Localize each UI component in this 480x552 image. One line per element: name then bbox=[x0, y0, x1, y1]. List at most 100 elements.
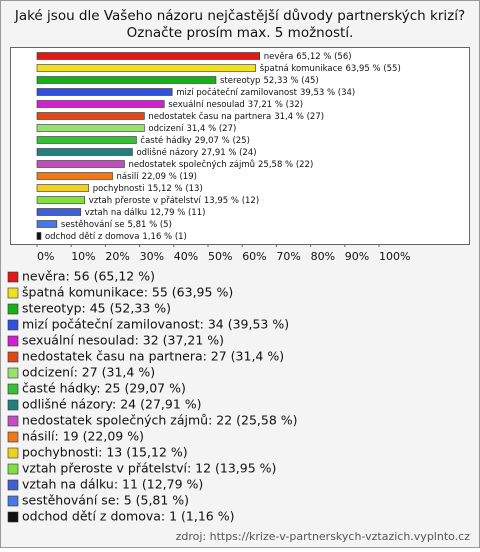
bar bbox=[36, 76, 217, 84]
bar bbox=[36, 232, 42, 240]
bar-category: nevěra bbox=[264, 52, 294, 62]
legend-entry: sestěhování se: 5 (5,81 %) bbox=[22, 493, 189, 508]
legend-swatch bbox=[7, 495, 19, 507]
bar-category: časté hádky bbox=[140, 135, 191, 146]
chart-subtitle: Označte prosím max. 5 možností. bbox=[127, 25, 354, 41]
bar-category: stereotyp bbox=[220, 76, 261, 86]
value-label: 15,12 % (13) bbox=[148, 184, 203, 194]
legend-swatch bbox=[7, 271, 19, 283]
legend-entry: vztah na dálku: 11 (12,79 %) bbox=[22, 477, 203, 492]
bar-label: odcizení 31,4 % (27) bbox=[148, 124, 236, 134]
bar bbox=[36, 220, 58, 228]
value-label: 5,81 % (5) bbox=[127, 220, 171, 230]
legend-entry: mizí počáteční zamilovanost: 34 (39,53 %… bbox=[22, 317, 289, 332]
legend-swatch bbox=[7, 415, 19, 427]
bar-category: vztah na dálku bbox=[85, 208, 147, 218]
bar-label: pochybnosti 15,12 % (13) bbox=[93, 184, 203, 194]
x-tick-label: 100% bbox=[379, 250, 410, 263]
legend-swatch bbox=[7, 447, 19, 459]
bar-label: mizí počáteční zamilovanost 39,53 % (34) bbox=[176, 87, 355, 98]
legend-entry: špatná komunikace: 55 (63,95 %) bbox=[22, 285, 233, 300]
value-label: 37,21 % (32) bbox=[248, 100, 303, 110]
bar-label: odchod dětí z domova 1,16 % (1) bbox=[45, 232, 187, 242]
bar-label: špatná komunikace 63,95 % (55) bbox=[260, 63, 401, 74]
value-label: 12,79 % (11) bbox=[150, 208, 205, 218]
bar-category: sestěhování se bbox=[61, 220, 125, 230]
legend-entry: odchod dětí z domova: 1 (1,16 %) bbox=[22, 509, 234, 524]
legend-entry: nedostatek společných zájmů: 22 (25,58 %… bbox=[22, 413, 298, 428]
legend-entry: odcizení: 27 (31,4 %) bbox=[22, 365, 155, 380]
legend-swatch bbox=[7, 479, 19, 491]
value-label: 39,53 % (34) bbox=[300, 88, 355, 98]
bar-label: nedostatek času na partnera 31,4 % (27) bbox=[148, 111, 324, 122]
bar-label: vztah na dálku 12,79 % (11) bbox=[85, 208, 206, 218]
legend-swatch bbox=[7, 511, 19, 523]
bar-label: sexuální nesoulad 37,21 % (32) bbox=[168, 100, 303, 110]
legend-entry: pochybnosti: 13 (15,12 %) bbox=[22, 445, 188, 460]
legend-swatch bbox=[7, 431, 19, 443]
bar-category: vztah přeroste v přátelství bbox=[89, 196, 202, 206]
bar-category: nedostatek společných zájmů bbox=[128, 159, 255, 170]
bar-label: násilí 22,09 % (19) bbox=[117, 172, 197, 182]
x-tick-label: 90% bbox=[345, 250, 369, 263]
x-tick-label: 10% bbox=[71, 250, 95, 263]
bar bbox=[36, 100, 165, 108]
value-label: 63,95 % (55) bbox=[346, 64, 401, 74]
legend-swatch bbox=[7, 383, 19, 395]
value-label: 31,4 % (27) bbox=[186, 124, 236, 134]
legend-swatch bbox=[7, 303, 19, 315]
bar-category: mizí počáteční zamilovanost bbox=[176, 87, 297, 98]
bar bbox=[36, 172, 113, 180]
bar-label: časté hádky 29,07 % (25) bbox=[140, 135, 249, 146]
value-label: 65,12 % (56) bbox=[296, 52, 351, 62]
source: zdroj: https://krize-v-partnerskych-vzta… bbox=[176, 530, 471, 543]
legend-swatch bbox=[7, 287, 19, 299]
legend-swatch bbox=[7, 463, 19, 475]
bar-category: násilí bbox=[117, 172, 140, 182]
bar bbox=[36, 208, 82, 216]
value-label: 22,09 % (19) bbox=[142, 172, 197, 182]
legend-entry: sexuální nesoulad: 32 (37,21 %) bbox=[22, 333, 224, 348]
bar-category: odcizení bbox=[148, 124, 184, 134]
legend-swatch bbox=[7, 367, 19, 379]
x-tick-label: 50% bbox=[208, 250, 232, 263]
legend-entry: stereotyp: 45 (52,33 %) bbox=[22, 301, 171, 316]
bar-category: odlišné názory bbox=[136, 147, 198, 158]
bar bbox=[36, 148, 133, 156]
value-label: 27,91 % (24) bbox=[201, 148, 256, 158]
bar bbox=[36, 124, 145, 132]
value-label: 31,4 % (27) bbox=[274, 112, 324, 122]
legend-swatch bbox=[7, 319, 19, 331]
value-label: 13,95 % (12) bbox=[204, 196, 259, 206]
x-tick-label: 30% bbox=[140, 250, 164, 263]
bar-category: špatná komunikace bbox=[260, 63, 343, 74]
bar bbox=[36, 52, 261, 60]
x-tick-label: 0% bbox=[37, 250, 54, 263]
bar bbox=[36, 64, 257, 72]
legend-swatch bbox=[7, 335, 19, 347]
value-label: 25,58 % (22) bbox=[258, 160, 313, 170]
x-tick-label: 80% bbox=[311, 250, 335, 263]
legend-entry: odlišné názory: 24 (27,91 %) bbox=[22, 397, 202, 412]
bar-label: sestěhování se 5,81 % (5) bbox=[61, 220, 172, 230]
x-tick-label: 60% bbox=[242, 250, 266, 263]
legend-entry: nevěra: 56 (65,12 %) bbox=[22, 269, 155, 284]
bar-category: sexuální nesoulad bbox=[168, 100, 245, 110]
bar bbox=[36, 112, 145, 120]
bar-category: odchod dětí z domova bbox=[45, 232, 139, 242]
legend-entry: nedostatek času na partnera: 27 (31,4 %) bbox=[22, 349, 284, 364]
legend-entry: vztah přeroste v přátelství: 12 (13,95 %… bbox=[22, 461, 276, 476]
bar-label: vztah přeroste v přátelství 13,95 % (12) bbox=[89, 196, 259, 206]
bar-category: pochybnosti bbox=[93, 184, 145, 194]
bar-label: odlišné názory 27,91 % (24) bbox=[136, 147, 256, 158]
legend-entry: časté hádky: 25 (29,07 %) bbox=[22, 381, 186, 396]
x-tick-label: 20% bbox=[105, 250, 129, 263]
bar bbox=[36, 136, 137, 144]
x-tick-label: 40% bbox=[174, 250, 198, 263]
x-tick-label: 70% bbox=[276, 250, 300, 263]
legend-swatch bbox=[7, 399, 19, 411]
value-label: 1,16 % (1) bbox=[142, 232, 186, 242]
bar-label: nevěra 65,12 % (56) bbox=[264, 52, 352, 62]
bar bbox=[36, 88, 173, 96]
